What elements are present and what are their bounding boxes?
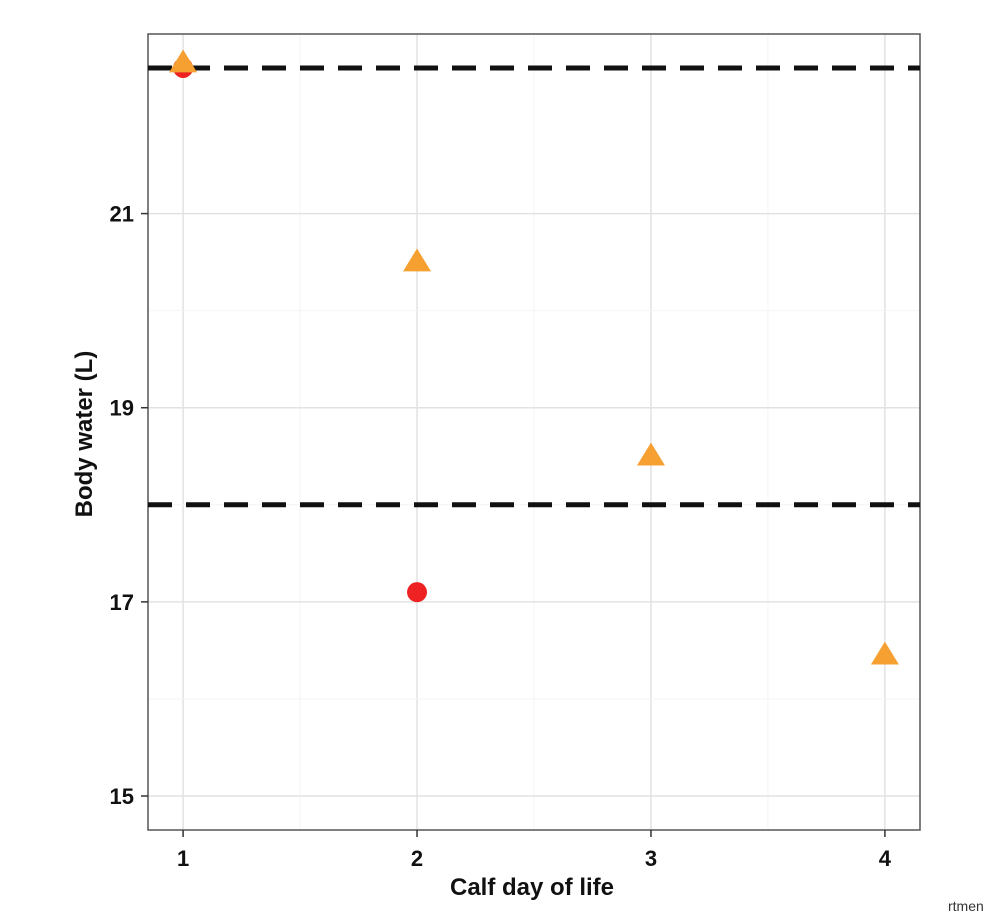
gridlines (148, 34, 920, 830)
watermark-text: rtmen (948, 898, 984, 914)
x-tick-label: 2 (411, 846, 423, 871)
x-tick-label: 1 (177, 846, 189, 871)
plot-panel (147, 33, 921, 831)
circle-point (407, 582, 428, 603)
x-axis-ticks: 1 2 3 4 (177, 830, 892, 871)
triangle-point (870, 641, 899, 665)
triangle-point (169, 49, 198, 73)
x-axis-label: Calf day of life (450, 874, 614, 901)
y-tick-label: 21 (110, 202, 134, 227)
y-tick-label: 17 (110, 590, 134, 615)
reference-lines (148, 65, 920, 508)
x-tick-label: 4 (879, 846, 892, 871)
y-axis-ticks: 15 17 19 21 (110, 202, 148, 809)
x-tick-label: 3 (645, 846, 657, 871)
data-points (169, 49, 899, 665)
y-axis-label: Body water (L) (71, 351, 98, 518)
triangle-point (403, 248, 432, 272)
triangle-point (636, 442, 665, 466)
y-tick-label: 19 (110, 396, 134, 421)
y-tick-label: 15 (110, 784, 134, 809)
